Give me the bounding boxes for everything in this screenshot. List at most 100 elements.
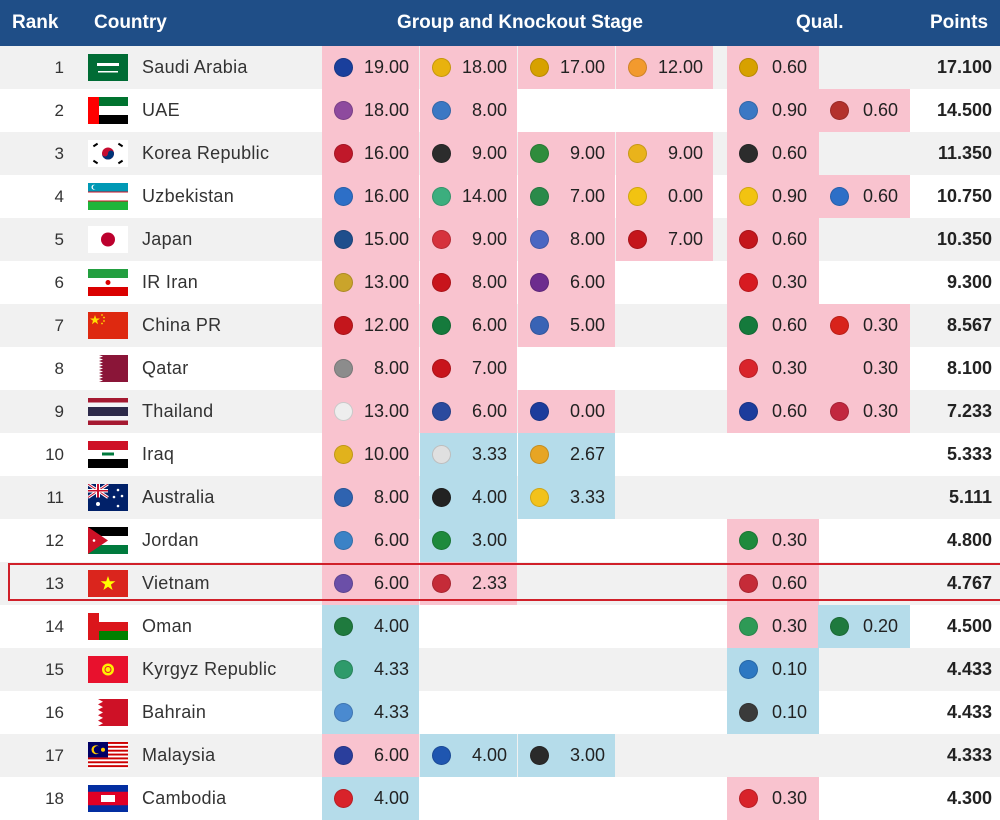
total-points: 10.350 xyxy=(936,229,992,249)
country-name[interactable]: Korea Republic xyxy=(142,143,270,163)
flag-thailand-icon xyxy=(88,398,128,425)
club-logo-icon xyxy=(530,488,549,507)
stage-points: 4.00 xyxy=(471,487,507,507)
club-logo-icon xyxy=(334,703,353,722)
qual-points: 0.60 xyxy=(862,186,898,206)
flag-korea-icon xyxy=(88,140,128,167)
table-row[interactable]: 4 Uzbekistan 16.00 14.00 7.00 0.00 0.90 0.60 10.… xyxy=(0,175,1000,218)
table-row[interactable]: 2 UAE 18.00 8.00 0.90 0.60 14.500 xyxy=(0,89,1000,132)
club-logo-icon xyxy=(432,445,451,464)
table-row[interactable]: 11 Australia 8.00 4.00 3.33 5.111 xyxy=(0,476,1000,519)
flag-japan-icon xyxy=(88,226,128,253)
country-name[interactable]: Thailand xyxy=(142,401,214,421)
table-row[interactable]: 3 Korea Republic 16.00 9.00 9.00 9.00 0.60 11.3… xyxy=(0,132,1000,175)
qual-cell xyxy=(818,433,910,476)
stage-cell xyxy=(616,648,713,691)
stage-cell: 0.00 xyxy=(616,175,713,218)
table-row[interactable]: 1 Saudi Arabia 19.00 18.00 17.00 12.00 0.60 17.… xyxy=(0,46,1000,89)
stage-cell xyxy=(518,691,615,734)
qual-points: 0.30 xyxy=(771,788,807,808)
stage-header[interactable]: Group and Knockout Stage xyxy=(397,12,643,33)
stage-cell xyxy=(616,476,713,519)
flag-saudi-arabia-icon xyxy=(88,54,128,81)
stage-cell xyxy=(616,261,713,304)
country-name[interactable]: Malaysia xyxy=(142,745,216,765)
club-logo-icon xyxy=(432,531,451,550)
table-row[interactable]: 6 IR Iran 13.00 8.00 6.00 0.30 9.300 xyxy=(0,261,1000,304)
country-header[interactable]: Country xyxy=(94,12,167,33)
table-row[interactable]: 5 Japan 15.00 9.00 8.00 7.00 0.60 10.350 xyxy=(0,218,1000,261)
club-logo-icon xyxy=(628,144,647,163)
qual-cell xyxy=(818,132,910,175)
table-row[interactable]: 13 Vietnam 6.00 2.33 0.60 4.767 xyxy=(0,562,1000,605)
qual-points: 0.60 xyxy=(771,573,807,593)
qual-points: 0.10 xyxy=(771,702,807,722)
stage-points: 8.00 xyxy=(471,100,507,120)
stage-points: 8.00 xyxy=(373,358,409,378)
rank-cell: 4 xyxy=(54,187,64,206)
table-row[interactable]: 9 Thailand 13.00 6.00 0.00 0.60 0.30 7.233 xyxy=(0,390,1000,433)
table-row[interactable]: 15 Kyrgyz Republic 4.33 0.10 4.433 xyxy=(0,648,1000,691)
country-name[interactable]: Jordan xyxy=(142,530,199,550)
total-points: 8.567 xyxy=(946,315,992,335)
country-name[interactable]: UAE xyxy=(142,100,180,120)
country-name[interactable]: Qatar xyxy=(142,358,189,378)
flag-uae-icon xyxy=(88,97,128,124)
country-name[interactable]: Uzbekistan xyxy=(142,186,235,206)
country-name[interactable]: IR Iran xyxy=(142,272,199,292)
stage-cell xyxy=(616,304,713,347)
stage-cell: 4.00 xyxy=(420,476,517,519)
country-name[interactable]: Oman xyxy=(142,616,193,636)
country-name[interactable]: China PR xyxy=(142,315,222,335)
flag-uzbekistan-icon xyxy=(88,183,128,210)
country-name[interactable]: Kyrgyz Republic xyxy=(142,659,277,679)
rank-cell: 1 xyxy=(54,58,64,77)
qual-cell: 0.10 xyxy=(727,691,819,734)
flag-china-icon xyxy=(88,312,128,339)
country-name[interactable]: Cambodia xyxy=(142,788,227,808)
stage-points: 0.00 xyxy=(569,401,605,421)
club-logo-icon xyxy=(334,316,353,335)
country-name[interactable]: Japan xyxy=(142,229,193,249)
table-row[interactable]: 14 Oman 4.00 0.30 0.20 4.500 xyxy=(0,605,1000,648)
stage-cell: 6.00 xyxy=(322,734,419,777)
qual-cell: 0.10 xyxy=(727,648,819,691)
country-name[interactable]: Australia xyxy=(142,487,215,507)
points-header[interactable]: Points xyxy=(930,12,989,33)
qual-header[interactable]: Qual. xyxy=(796,12,844,33)
club-logo-icon xyxy=(432,187,451,206)
stage-cell: 16.00 xyxy=(322,132,419,175)
stage-cell: 17.00 xyxy=(518,46,615,89)
country-name[interactable]: Bahrain xyxy=(142,702,207,722)
country-name[interactable]: Saudi Arabia xyxy=(142,57,248,77)
stage-points: 4.00 xyxy=(471,745,507,765)
rank-cell: 2 xyxy=(54,101,64,120)
qual-points: 0.60 xyxy=(862,100,898,120)
club-logo-icon xyxy=(334,58,353,77)
stage-points: 2.33 xyxy=(471,573,507,593)
stage-cell: 8.00 xyxy=(420,89,517,132)
table-row[interactable]: 7 China PR 12.00 6.00 5.00 0.60 0.30 8.567 xyxy=(0,304,1000,347)
club-logo-icon xyxy=(739,273,758,292)
stage-points: 16.00 xyxy=(363,143,409,163)
table-row[interactable]: 17 Malaysia 6.00 4.00 3.00 4.333 xyxy=(0,734,1000,777)
qual-points: 0.60 xyxy=(771,143,807,163)
table-row[interactable]: 10 Iraq 10.00 3.33 2.67 5.333 xyxy=(0,433,1000,476)
qual-cell: 0.60 xyxy=(727,390,819,433)
club-logo-icon xyxy=(334,574,353,593)
stage-points: 7.00 xyxy=(667,229,703,249)
flag-iran-icon xyxy=(88,269,128,296)
table-row[interactable]: 8 Qatar 8.00 7.00 0.30 0.30 8.100 xyxy=(0,347,1000,390)
club-logo-icon xyxy=(334,789,353,808)
rank-cell: 12 xyxy=(45,531,64,550)
table-row[interactable]: 16 Bahrain 4.33 0.10 4.433 xyxy=(0,691,1000,734)
stage-cell xyxy=(616,433,713,476)
rank-cell: 14 xyxy=(45,617,64,636)
country-name[interactable]: Iraq xyxy=(142,444,175,464)
country-name[interactable]: Vietnam xyxy=(142,573,210,593)
club-logo-icon xyxy=(830,101,849,120)
club-logo-icon xyxy=(739,316,758,335)
table-row[interactable]: 18 Cambodia 4.00 0.30 4.300 xyxy=(0,777,1000,820)
rank-header[interactable]: Rank xyxy=(12,12,59,33)
table-row[interactable]: 12 Jordan 6.00 3.00 0.30 4.800 xyxy=(0,519,1000,562)
